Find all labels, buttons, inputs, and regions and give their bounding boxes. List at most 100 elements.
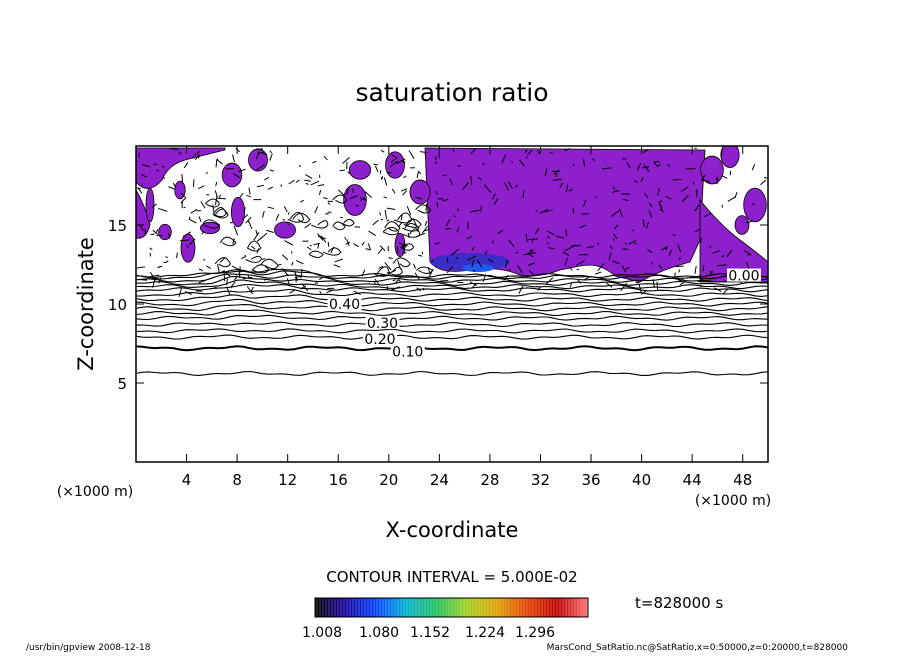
contour-fragment xyxy=(198,186,204,189)
x-unit-left: (×1000 m) xyxy=(57,484,133,500)
contour-fragment xyxy=(304,180,310,181)
saturation-patch xyxy=(410,180,430,204)
contour-fragment xyxy=(256,230,257,235)
contour-fragment xyxy=(728,197,736,202)
contour-fragment xyxy=(312,161,316,163)
contour-fragment xyxy=(288,212,289,214)
contour-fragment xyxy=(254,232,259,240)
saturation-patch xyxy=(274,222,295,238)
contour-fragment xyxy=(216,182,217,186)
contour-fragment xyxy=(519,286,523,294)
contour-fragment xyxy=(289,290,294,293)
contour-fragment xyxy=(264,177,268,180)
saturation-patch xyxy=(744,188,767,222)
contour-fragment xyxy=(323,198,327,199)
contour-fragment xyxy=(414,264,416,269)
contour-fragment xyxy=(375,166,378,172)
contour-fragment xyxy=(570,283,571,287)
contour-fragment xyxy=(299,165,300,167)
footer-left: /usr/bin/gpview 2008-12-18 xyxy=(26,643,151,653)
contour-fragment xyxy=(151,234,155,235)
contour-fragment xyxy=(189,217,190,219)
contour-fragment xyxy=(310,245,312,246)
contour-fragment xyxy=(262,258,265,259)
contour-line xyxy=(136,315,768,320)
contour-fragment xyxy=(392,189,395,194)
contour-fragment xyxy=(389,258,393,259)
contour-fragment xyxy=(595,272,601,274)
contour-label: 0.40 xyxy=(329,297,360,313)
x-tick-label: 44 xyxy=(683,471,702,489)
contour-fragment xyxy=(248,220,252,229)
contour-fragment xyxy=(345,237,346,239)
contour-fragment xyxy=(577,269,579,270)
contour-fragment xyxy=(320,291,322,293)
contour-fragment xyxy=(333,222,345,230)
contour-fragment xyxy=(393,258,410,267)
contour-fragment xyxy=(380,212,381,215)
x-tick-label: 40 xyxy=(632,471,651,489)
contour-fragment xyxy=(282,255,287,260)
contour-fragment xyxy=(722,176,727,179)
contour-fragment xyxy=(156,229,157,232)
contour-fragment xyxy=(205,199,219,207)
contour-fragment xyxy=(270,154,273,161)
contour-fragment xyxy=(218,264,220,273)
contour-fragment xyxy=(251,246,255,249)
contour-fragment xyxy=(206,266,211,268)
contour-fragment xyxy=(305,223,311,228)
contour-fragment xyxy=(362,242,364,245)
contour-line xyxy=(136,329,768,333)
contour-fragment xyxy=(657,282,658,290)
contour-fragment xyxy=(247,196,251,197)
contour-fragment xyxy=(418,255,422,256)
saturation-patch xyxy=(735,216,749,235)
x-tick-label: 24 xyxy=(430,471,449,489)
saturation-patch xyxy=(249,149,268,171)
contour-fragment xyxy=(378,248,383,254)
contour-fragment xyxy=(296,260,303,263)
contour-fragment xyxy=(236,149,240,152)
contour-fragment xyxy=(158,267,161,268)
contour-fragment xyxy=(328,202,330,204)
saturation-patch xyxy=(349,161,370,180)
contour-fragment xyxy=(270,151,271,154)
contour-lines xyxy=(136,269,768,375)
contour-label: 0.20 xyxy=(364,332,395,348)
contour-fragment xyxy=(457,282,463,283)
contour-line xyxy=(136,346,768,350)
contour-fragment xyxy=(752,164,755,170)
colorbar-tick-label: 1.152 xyxy=(410,625,450,641)
contour-fragment xyxy=(137,267,145,268)
contour-fragment xyxy=(292,262,293,265)
x-tick-label: 8 xyxy=(232,471,242,489)
contour-fragment xyxy=(524,254,531,255)
contour-fragment xyxy=(622,249,628,250)
contour-fragment xyxy=(393,280,396,281)
contour-fragment xyxy=(247,241,261,251)
contour-fragment xyxy=(257,238,261,241)
contour-fragment xyxy=(356,205,359,206)
contour-fragment xyxy=(219,195,220,198)
contour-fragment xyxy=(300,200,304,202)
contour-fragment xyxy=(266,230,273,232)
contour-fragment xyxy=(242,257,246,259)
contour-fragment xyxy=(694,148,696,149)
contour-fragment xyxy=(215,191,217,197)
contour-fragment xyxy=(340,170,345,171)
contour-fragment xyxy=(168,187,174,189)
contour-fragment xyxy=(179,288,181,296)
contour-fragment xyxy=(281,184,282,186)
contour-fragment xyxy=(373,220,379,225)
contour-fragment xyxy=(129,235,136,242)
contour-fragment xyxy=(369,231,376,236)
contour-fragment xyxy=(387,208,395,209)
contour-fragment xyxy=(165,257,168,258)
contour-fragment xyxy=(177,253,178,258)
contour-fragment xyxy=(191,209,197,213)
contour-fragment xyxy=(158,208,167,211)
contour-fragment xyxy=(374,164,378,165)
contour-fragment xyxy=(289,180,295,184)
contour-fragment xyxy=(217,198,226,199)
